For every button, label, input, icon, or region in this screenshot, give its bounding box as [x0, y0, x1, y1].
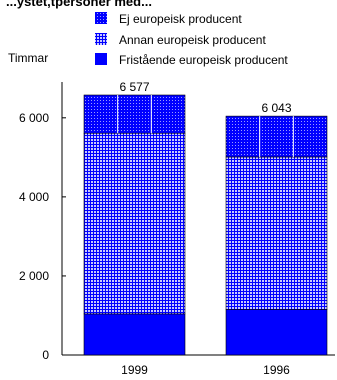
legend-label-fri: Fristående europeisk producent [119, 53, 288, 67]
x-tick-label: 1999 [121, 363, 148, 377]
bar-segment [225, 115, 328, 158]
total-label: 6 043 [261, 101, 291, 115]
y-tick-label: 6 000 [19, 111, 49, 125]
y-tick-label: 4 000 [19, 190, 49, 204]
bars [83, 94, 328, 356]
x-tick-label: 1996 [263, 363, 290, 377]
bar-segment [83, 313, 186, 356]
y-tick-label: 0 [42, 348, 49, 362]
bar-segment [225, 156, 328, 310]
legend-label-annan: Annan europeisk producent [119, 33, 266, 47]
bar-segment [83, 94, 186, 134]
legend-swatch-ej [95, 12, 107, 24]
legend-swatch-fri [95, 53, 107, 65]
total-label: 6 577 [119, 80, 149, 94]
legend-label-ej: Ej europeisk producent [119, 12, 242, 26]
bar-segment [83, 132, 186, 315]
legend-swatch-annan [95, 33, 107, 45]
y-ticks: 0 2 000 4 000 6 000 [19, 111, 66, 362]
x-tick-labels: 1999 1996 [121, 363, 290, 377]
legend: Ej europeisk producent Annan europeisk p… [95, 12, 288, 67]
y-tick-label: 2 000 [19, 269, 49, 283]
bar-segment [225, 309, 328, 356]
total-labels: 6 577 6 043 [119, 80, 291, 115]
chart-title: ...ystet,tpersoner med... [6, 0, 152, 9]
y-axis-label: Timmar [8, 51, 48, 65]
